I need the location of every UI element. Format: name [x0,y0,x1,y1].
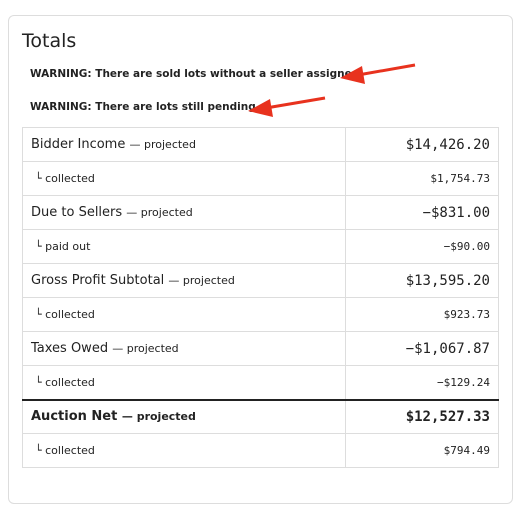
table-row: └ collected −$129.24 [22,365,499,400]
table-row: └ collected $923.73 [22,297,499,332]
arrow [357,63,416,77]
table-row: Due to Sellers — projected −$831.00 [22,195,499,230]
row-note: — projected [129,138,196,151]
row-label-cell: Due to Sellers — projected [22,195,346,230]
table-row: Bidder Income — projected $14,426.20 [22,127,499,162]
table-row: Gross Profit Subtotal — projected $13,595… [22,263,499,298]
row-label-cell: Bidder Income — projected [22,127,346,162]
row-label-cell: Gross Profit Subtotal — projected [22,263,346,298]
warning: WARNING: There are sold lots without a s… [30,68,364,80]
row-note: — projected [112,342,179,355]
table-row: └ collected $1,754.73 [22,161,499,196]
row-value: −$831.00 [345,195,499,230]
row-label: Due to Sellers [31,205,123,220]
table-row: └ paid out −$90.00 [22,229,499,264]
row-note: — projected [121,410,196,424]
row-label: Gross Profit Subtotal [31,273,165,288]
table-row: Auction Net — projected $12,527.33 [22,398,499,434]
row-note: — projected [126,206,193,219]
totals-card [8,15,513,504]
row-label-cell: Auction Net — projected [22,398,346,434]
row-label: └ collected [35,375,95,389]
row-label: └ collected [35,444,95,457]
row-label-cell: └ paid out [22,229,346,264]
arrow-head [340,66,365,84]
warning: WARNING: There are lots still pending. [30,101,260,113]
row-label: └ collected [35,172,95,185]
row-value: $794.49 [345,433,499,468]
arrow-head [248,99,273,117]
row-value: $13,595.20 [345,263,499,298]
row-note: — projected [168,274,235,287]
row-value: $1,754.73 [345,161,499,196]
row-label: └ collected [35,308,95,321]
totals-table: Bidder Income — projected $14,426.20 └ col… [22,127,499,468]
row-label: └ paid out [35,240,91,253]
row-value: −$90.00 [345,229,499,264]
title: Totals [22,30,77,52]
table-row: └ collected $794.49 [22,433,499,468]
row-value: $923.73 [345,297,499,332]
row-label: Bidder Income [31,137,126,152]
row-label-cell: └ collected [22,161,346,196]
row-label: Taxes Owed [31,341,109,356]
row-value: $12,527.33 [345,398,499,434]
row-value: −$129.24 [345,365,499,400]
row-label: Auction Net [31,409,118,425]
arrow [265,96,326,110]
